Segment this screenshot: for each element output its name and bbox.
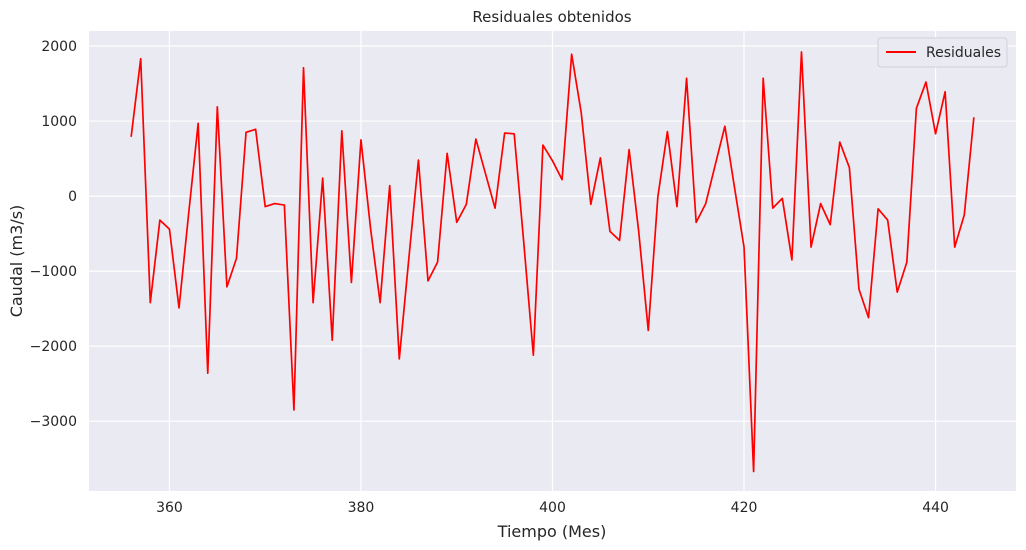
legend-box xyxy=(877,37,1008,68)
x-axis-ticks: 360 380 400 420 440 xyxy=(156,500,949,516)
y-axis-ticks: −3000 −2000 −1000 0 1000 2000 xyxy=(30,39,77,430)
y-tick-label: 0 xyxy=(68,189,77,205)
legend: Residuales xyxy=(877,37,1008,68)
x-tick-label: 420 xyxy=(731,500,758,516)
x-tick-label: 440 xyxy=(922,500,949,516)
y-tick-label: −2000 xyxy=(30,339,77,355)
grid-lines xyxy=(89,31,1016,491)
chart-title: Residuales obtenidos xyxy=(472,8,631,26)
y-tick-label: 2000 xyxy=(41,39,77,55)
legend-entry-residuales: Residuales xyxy=(926,45,1001,61)
y-tick-label: −3000 xyxy=(30,414,77,430)
series-line-residuales xyxy=(130,51,975,473)
y-tick-label: −1000 xyxy=(30,264,77,280)
y-tick-label: 1000 xyxy=(41,114,77,130)
x-tick-label: 360 xyxy=(156,500,183,516)
y-axis-label: Caudal (m3/s) xyxy=(7,205,26,318)
x-tick-label: 400 xyxy=(539,500,566,516)
x-axis-label: Tiempo (Mes) xyxy=(497,522,607,541)
x-tick-label: 380 xyxy=(348,500,375,516)
series-layer xyxy=(130,51,975,473)
